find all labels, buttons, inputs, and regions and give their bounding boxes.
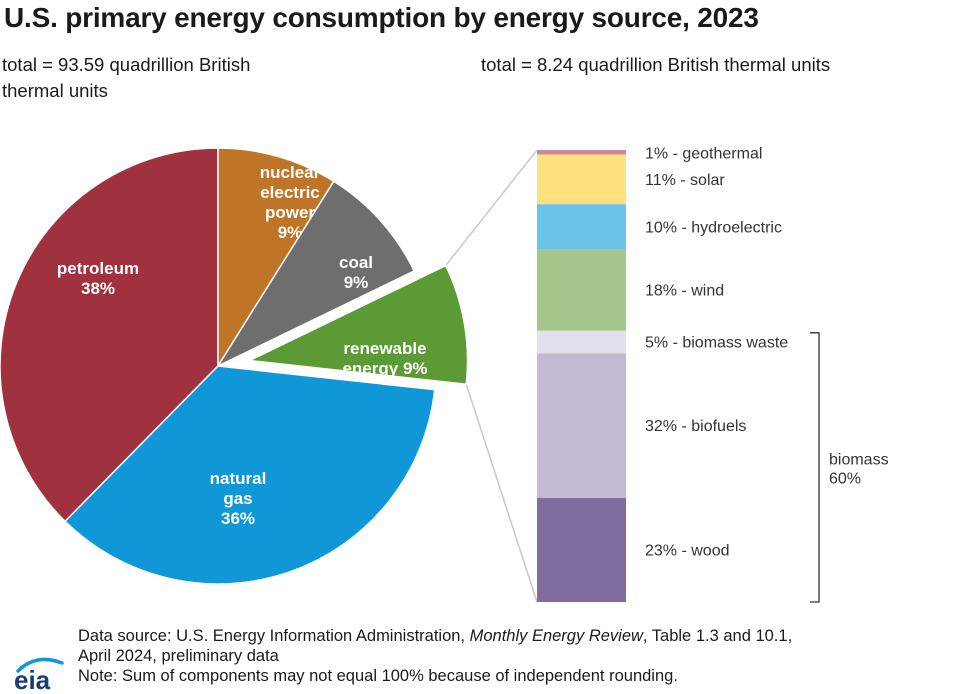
source-prefix: Data source: U.S. Energy Information Adm…	[78, 627, 470, 645]
bar-label-biomass-waste: 5% - biomass waste	[645, 335, 788, 352]
pie-label-renewable: renewable energy 9%	[342, 339, 427, 378]
pie-total-subtitle: total = 93.59 quadrillion British therma…	[2, 54, 251, 101]
data-date-line: April 2024, preliminary data	[78, 647, 279, 665]
bar-segment-wind	[537, 249, 626, 331]
svg-text:eia: eia	[14, 665, 51, 693]
pie-slice-nuclear	[217, 147, 335, 369]
pie-label-nuclear: nuclear electric power 9%	[260, 163, 321, 242]
chart-title: U.S. primary energy consumption by energ…	[4, 2, 759, 33]
biomass-bracket-line	[810, 332, 820, 603]
bar-label-geothermal: 1% - geothermal	[645, 146, 762, 163]
bar-label-wind: 18% - wind	[645, 283, 724, 300]
eia-logo-icon: eia	[14, 657, 64, 693]
pie-label-natural-gas: natural gas 36%	[210, 469, 267, 528]
footer-note: Data source: U.S. Energy Information Adm…	[78, 626, 953, 686]
bar-label-hydroelectric: 10% - hydroelectric	[645, 219, 782, 236]
stacked-bar-chart: 1% - geothermal 11% - solar 10% - hydroele…	[537, 146, 788, 602]
connector-line-top	[445, 149, 538, 266]
rounding-note: Note: Sum of components may not equal 10…	[78, 667, 678, 685]
source-suffix: , Table 1.3 and 10.1,	[642, 627, 793, 645]
data-source-line: Data source: U.S. Energy Information Adm…	[78, 626, 953, 646]
bar-segment-hydroelectric	[537, 204, 626, 250]
bar-total-subtitle: total = 8.24 quadrillion British thermal…	[481, 54, 831, 75]
bar-label-biofuels: 32% - biofuels	[645, 418, 746, 435]
bar-segment-solar	[537, 154, 626, 205]
bar-segment-geothermal	[537, 150, 626, 155]
biomass-total-label: biomass 60%	[829, 451, 889, 487]
bar-label-solar: 11% - solar	[645, 172, 725, 189]
bar-segment-wood	[537, 498, 626, 602]
pie-label-coal: coal 9%	[339, 253, 373, 292]
pie-slice-petroleum	[0, 147, 219, 523]
pie-slice-natural-gas	[63, 365, 436, 585]
connector-line-bottom	[465, 384, 538, 603]
pie-chart: petroleum 38% nuclear electric power 9% coal 9%…	[0, 147, 469, 585]
bar-segment-biofuels	[537, 353, 626, 499]
explode-connector-lines	[445, 149, 538, 603]
source-publication: Monthly Energy Review	[469, 627, 643, 645]
bar-segment-biomass-waste	[537, 330, 626, 354]
bar-label-wood: 23% - wood	[645, 543, 730, 560]
pie-label-petroleum: petroleum 38%	[57, 259, 139, 298]
pie-slice-renewable	[246, 264, 469, 386]
biomass-bracket: biomass 60%	[810, 332, 889, 603]
pie-slice-coal	[215, 180, 416, 368]
